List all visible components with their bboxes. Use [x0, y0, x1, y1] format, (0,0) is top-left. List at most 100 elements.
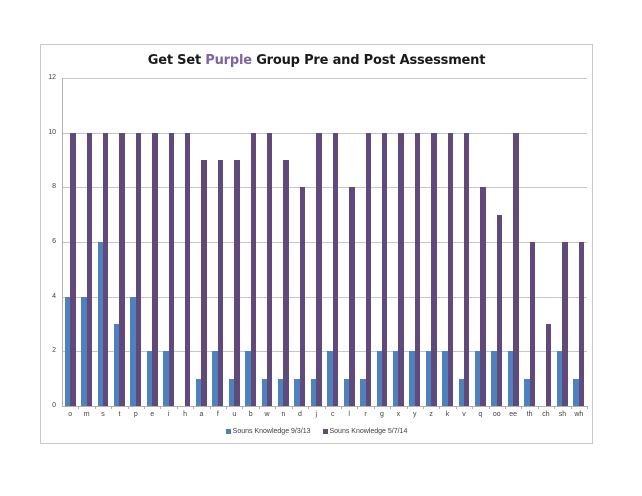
title-accent-word: Purple — [205, 53, 252, 68]
x-tick-label: i — [167, 411, 170, 418]
bar-pre-g — [376, 351, 382, 406]
x-tick-label: e — [150, 411, 155, 418]
x-tick — [554, 406, 556, 409]
gridline — [62, 242, 587, 243]
x-tick — [258, 406, 260, 409]
bar-pre-i — [163, 351, 169, 406]
x-tick-label: d — [297, 411, 302, 418]
x-tick — [439, 406, 441, 409]
x-tick — [291, 406, 293, 409]
x-tick — [455, 406, 457, 409]
gridline — [62, 351, 587, 353]
x-tick — [488, 406, 490, 409]
bar-post-y — [414, 132, 421, 406]
bar-post-s — [103, 132, 109, 406]
bar-pre-f — [212, 351, 218, 406]
x-tick — [275, 406, 277, 409]
x-tick — [587, 406, 588, 409]
bar-post-z — [431, 132, 437, 406]
gridline — [62, 296, 587, 298]
x-tick-label: b — [248, 411, 253, 418]
bar-post-m — [86, 132, 93, 406]
x-tick — [308, 406, 310, 409]
bar-pre-t — [114, 324, 120, 406]
bar-pre-u — [228, 378, 235, 406]
bar-pre-x — [392, 351, 399, 406]
bar-pre-a — [196, 378, 202, 406]
plot-area: 0 2 4 6 8 10 12 o m s t p e i h a f u b w n d j c l r g x y z k v q oo ee t… — [48, 74, 588, 418]
x-tick — [373, 406, 375, 409]
title-prefix: Get Set — [147, 53, 206, 68]
x-tick-label: z — [429, 411, 433, 418]
bar-post-o — [70, 132, 76, 406]
bar-post-h — [185, 132, 191, 406]
x-tick-label: r — [364, 411, 367, 418]
x-tick-label: ch — [542, 411, 550, 418]
x-tick-label: g — [379, 411, 384, 418]
y-tick-label: 6 — [52, 238, 56, 245]
x-tick — [422, 406, 424, 409]
x-tick — [570, 406, 572, 409]
bar-post-u — [234, 160, 240, 406]
x-tick-label: n — [281, 411, 286, 418]
bar-pre-v — [458, 378, 464, 406]
x-tick-label: y — [412, 411, 417, 418]
bar-post-sh — [562, 242, 568, 406]
chart-title: Get Set Purple Group Pre and Post Assess… — [41, 53, 592, 68]
legend-item-pre: Souns Knowledge 9/3/13 — [225, 428, 311, 435]
x-tick — [226, 406, 228, 409]
x-tick — [406, 406, 408, 409]
bar-post-e — [152, 132, 158, 406]
x-tick-label: ee — [509, 411, 518, 418]
x-tick-label: th — [526, 411, 533, 418]
x-tick — [340, 406, 342, 409]
bar-pre-b — [245, 351, 251, 406]
bar-post-f — [217, 160, 224, 406]
bar-pre-j — [310, 378, 317, 406]
legend-label: Souns Knowledge 9/3/13 — [232, 428, 311, 435]
bar-post-d — [299, 187, 306, 406]
bar-pre-q — [474, 351, 481, 406]
bar-post-th — [529, 242, 535, 406]
bar-post-q — [480, 187, 486, 406]
x-tick-label: oo — [492, 411, 501, 418]
y-tick-label: 4 — [52, 292, 56, 300]
bar-post-j — [316, 132, 322, 406]
gridline — [62, 187, 587, 189]
title-suffix: Group Pre and Post Assessment — [251, 53, 486, 68]
legend-item-post: Souns Knowledge 5/7/14 — [322, 428, 407, 435]
bar-pre-m — [81, 296, 87, 406]
x-tick-label: v — [462, 411, 466, 418]
bar-post-ch — [545, 324, 552, 406]
bar-pre-c — [327, 351, 333, 406]
x-tick-label: u — [232, 411, 237, 418]
bar-post-l — [349, 187, 355, 406]
bar-post-g — [381, 132, 388, 406]
bar-post-r — [365, 132, 371, 406]
x-tick-label: wh — [574, 411, 584, 418]
gridline — [62, 78, 587, 79]
x-tick — [242, 406, 244, 409]
bar-post-k — [447, 132, 453, 406]
bar-pre-s — [97, 242, 103, 406]
x-tick — [504, 406, 506, 409]
bar-post-x — [398, 132, 404, 406]
bar-post-w — [267, 132, 273, 406]
x-tick — [160, 406, 162, 409]
x-tick-label: t — [118, 411, 121, 418]
bar-pre-l — [343, 378, 350, 406]
bar-post-n — [283, 160, 289, 406]
x-tick — [357, 406, 359, 409]
x-tick-label: j — [315, 411, 318, 418]
bar-post-ee — [513, 132, 519, 406]
x-tick-label: x — [396, 411, 401, 418]
bar-pre-oo — [491, 351, 497, 406]
x-tick-label: q — [478, 411, 483, 418]
bar-pre-r — [360, 378, 366, 406]
x-tick — [111, 406, 113, 409]
bar-pre-ee — [507, 351, 514, 406]
bar-pre-z — [425, 351, 432, 406]
legend-swatch — [225, 428, 231, 434]
y-tick-label: 2 — [52, 347, 56, 355]
x-tick — [176, 406, 178, 409]
